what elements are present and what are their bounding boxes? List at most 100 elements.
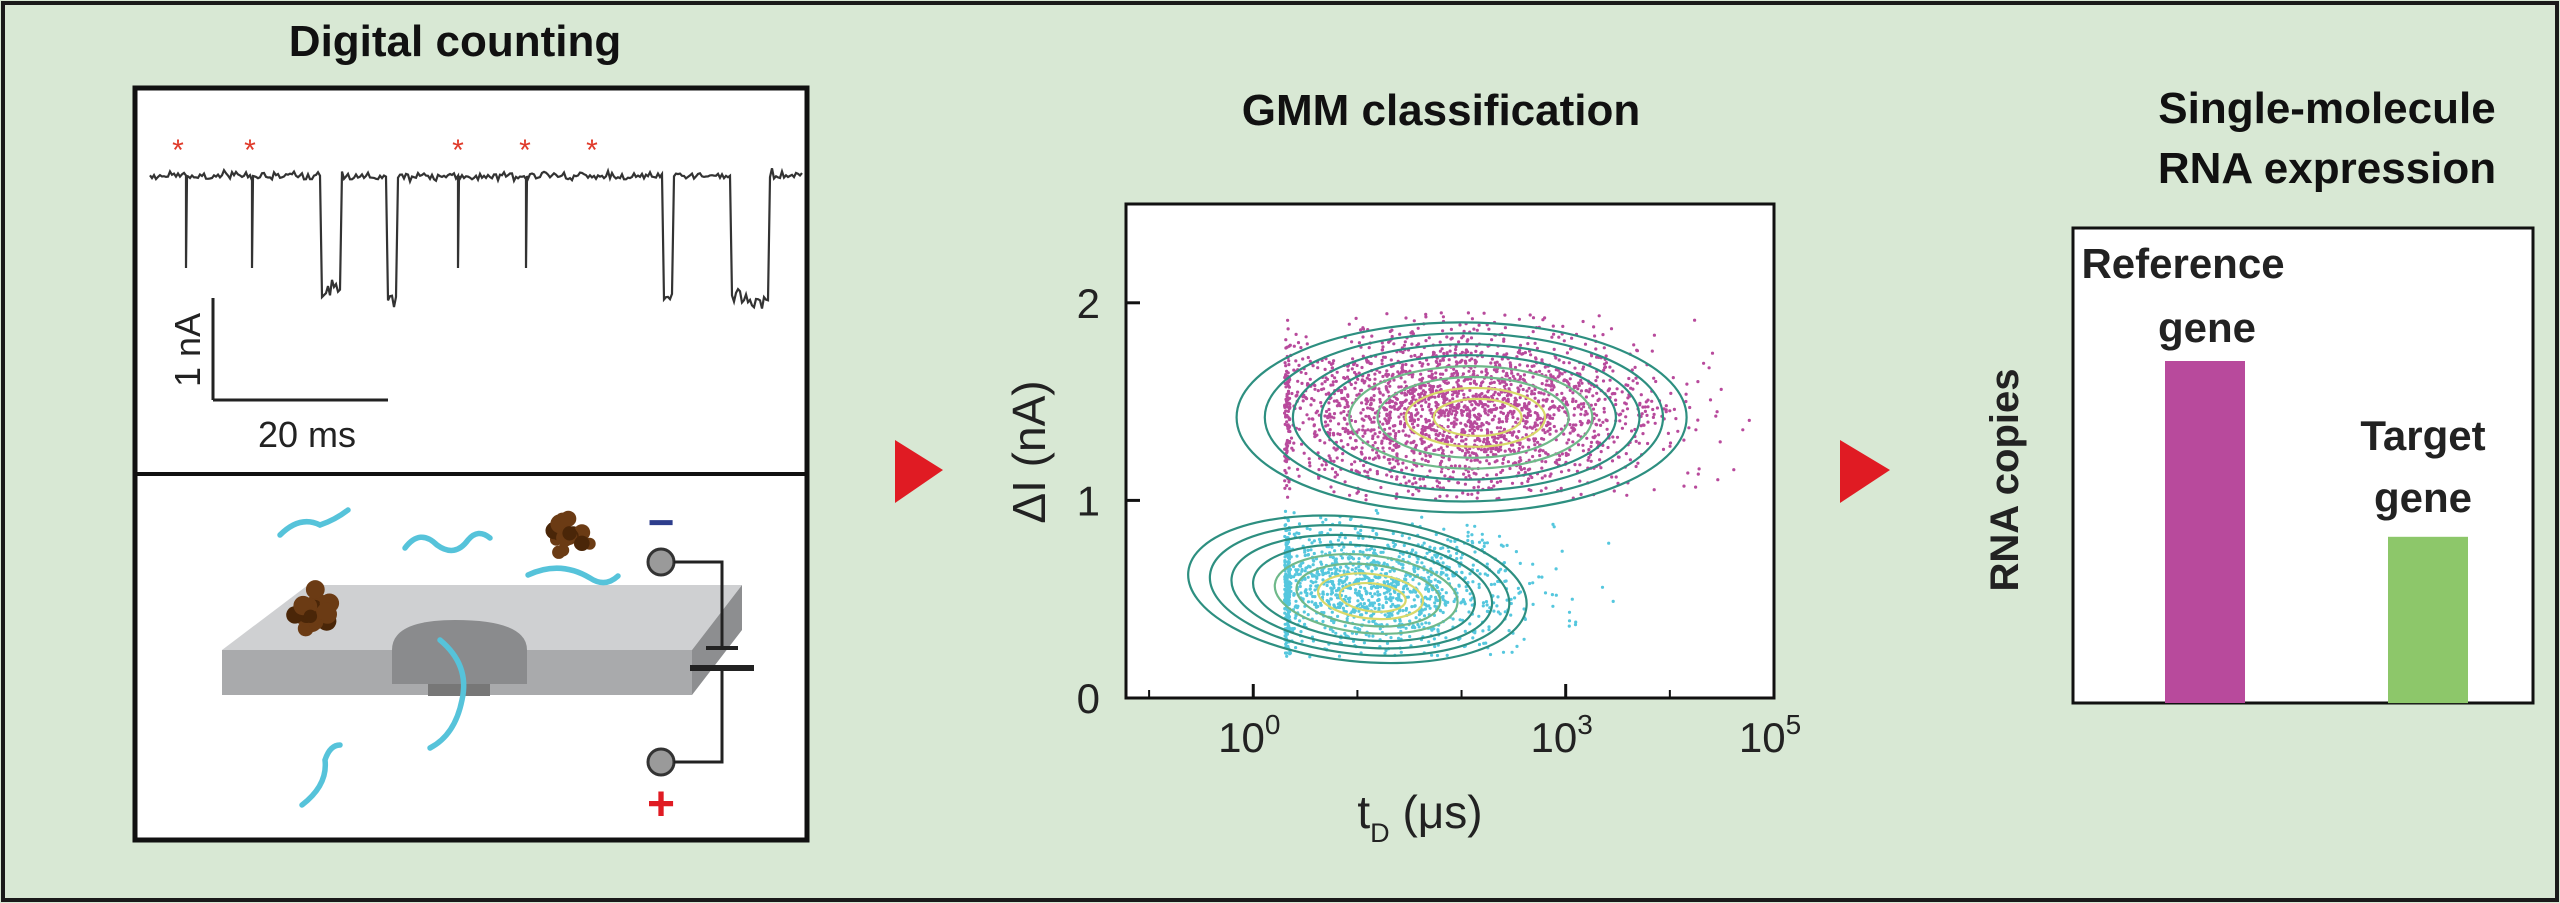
scatter-point [1525, 420, 1529, 424]
scatter-point [1516, 417, 1520, 421]
nanopore-schematic [222, 585, 742, 696]
x-tick-base: 10 [1739, 714, 1786, 761]
scatter-point [1334, 470, 1338, 474]
scatter-point [1374, 508, 1378, 513]
scatter-point [1300, 639, 1304, 643]
scatter-point [1477, 323, 1481, 327]
scatter-point [1463, 464, 1467, 468]
scatter-point [1505, 543, 1509, 548]
scatter-point [1290, 391, 1294, 396]
scatter-point [1646, 398, 1650, 402]
scatter-point [1389, 636, 1393, 640]
scatter-point [1572, 413, 1576, 417]
scatter-point [1442, 401, 1446, 405]
scatter-point [1311, 364, 1315, 368]
scatter-point [1439, 572, 1443, 576]
scatter-point [1323, 626, 1327, 630]
scatter-point [1484, 369, 1488, 373]
scatter-point [1507, 629, 1511, 633]
scatter-point [1346, 431, 1350, 435]
scatter-point [1424, 339, 1428, 343]
scatter-point [1593, 334, 1597, 338]
scatter-point [1518, 363, 1522, 367]
scatter-point [1464, 442, 1468, 446]
scatter-point [1467, 610, 1471, 614]
scatter-point [1474, 349, 1478, 353]
gmm-contour [1291, 343, 1641, 492]
scatter-point [1284, 635, 1288, 639]
scatter-point [1345, 413, 1349, 417]
scatter-point [1307, 417, 1311, 421]
protein-blob [562, 526, 577, 541]
scatter-point [1567, 468, 1571, 472]
scatter-point [1462, 329, 1466, 333]
scatter-point [1397, 444, 1401, 448]
scatter-point [1424, 458, 1428, 463]
scatter-point [1388, 592, 1392, 596]
scatter-point [1501, 468, 1505, 472]
scatter-point [1497, 570, 1501, 574]
scatter-point [1346, 597, 1350, 601]
scatter-point [1577, 381, 1581, 385]
scatter-point [1605, 419, 1609, 423]
scatter-point [1490, 338, 1494, 342]
scatter-point [1554, 567, 1558, 571]
scatter-point [1472, 327, 1476, 331]
scatter-point [1291, 564, 1296, 569]
scatter-point [1311, 594, 1315, 599]
scatter-point [1321, 520, 1325, 524]
scatter-point [1343, 405, 1347, 409]
scatter-point [1404, 574, 1408, 578]
scatter-point [1528, 581, 1532, 586]
scatter-point [1285, 541, 1289, 545]
scatter-point [1607, 541, 1611, 545]
scatter-point [1589, 444, 1593, 449]
gmm-contour [1319, 354, 1617, 481]
scatter-point [1505, 417, 1509, 421]
scatter-point [1609, 327, 1614, 331]
scatter-point [1474, 394, 1478, 398]
scatter-point [1286, 556, 1290, 560]
scatter-point [1470, 403, 1474, 407]
scatter-point [1285, 484, 1289, 488]
scatter-point [1521, 445, 1525, 449]
scatter-point [1424, 621, 1428, 625]
scatter-point [1428, 454, 1432, 458]
scatter-point [1453, 539, 1457, 544]
scatter-point [1530, 475, 1534, 480]
scatter-point [1449, 327, 1453, 331]
scatter-point [1558, 405, 1562, 409]
scatter-point [1540, 459, 1544, 463]
scatter-point [1468, 415, 1472, 419]
scatter-point [1439, 446, 1443, 450]
protein-blob [316, 602, 336, 621]
scatter-point [1493, 414, 1497, 418]
x-tick-exponent: 3 [1577, 709, 1593, 740]
scatter-point [1451, 617, 1455, 621]
scatter-point [1340, 458, 1344, 462]
scatter-point [1313, 588, 1317, 592]
scatter-point [1614, 398, 1618, 402]
scatter-point [1345, 375, 1350, 379]
scatter-point [1570, 336, 1574, 340]
scatter-point [1460, 600, 1464, 604]
scatter-point [1348, 493, 1352, 497]
x-tick-label: 103 [1531, 709, 1593, 761]
scatter-point [1583, 413, 1587, 417]
scatter-point [1600, 585, 1605, 589]
scatter-point [1412, 419, 1416, 423]
scatter-point [1481, 405, 1485, 409]
scatter-point [1496, 610, 1500, 614]
bar-chart-y-label: RNA copies [1983, 368, 2027, 591]
scatter-point [1330, 581, 1335, 586]
scatter-point [1560, 549, 1564, 553]
scatter-point [1364, 493, 1368, 498]
scatter-point [1532, 364, 1536, 368]
scatter-point [1361, 428, 1365, 432]
scatter-point [1455, 391, 1459, 395]
scatter-point [1410, 364, 1414, 368]
scatter-point [1308, 587, 1312, 591]
scatter-point [1617, 413, 1621, 417]
scatter-point [1568, 423, 1572, 427]
scatter-point [1479, 448, 1483, 452]
